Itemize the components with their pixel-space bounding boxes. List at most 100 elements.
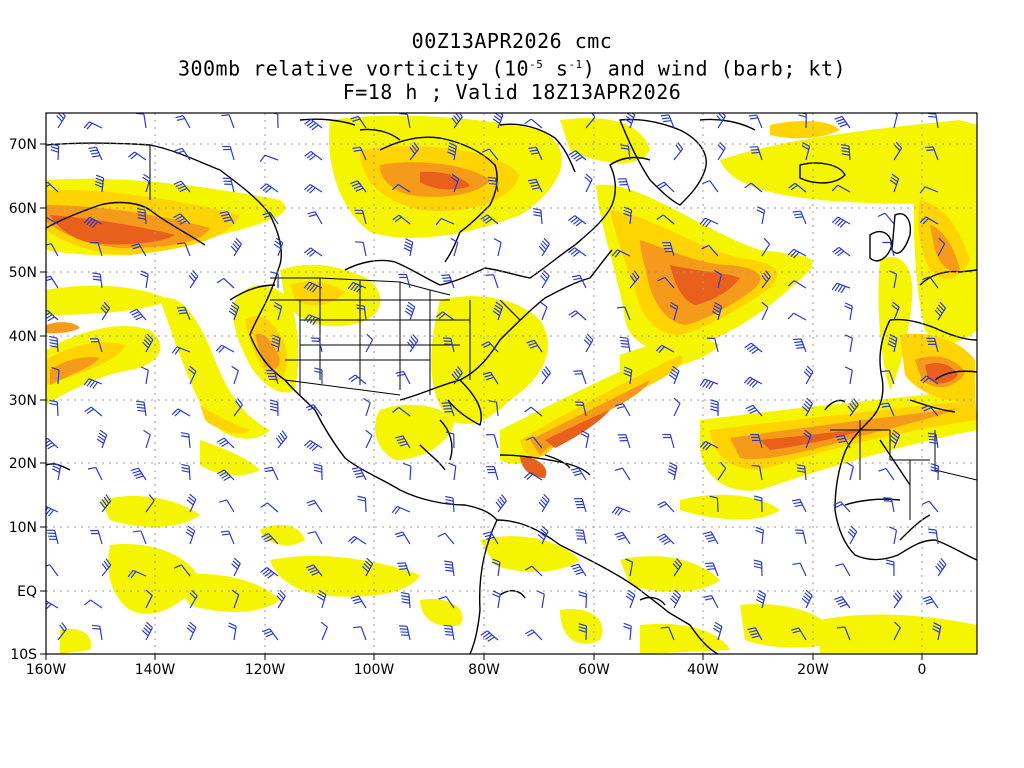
wind-barb bbox=[409, 142, 420, 161]
wind-barb bbox=[448, 462, 457, 481]
wind-barb bbox=[260, 183, 279, 193]
wind-barb bbox=[620, 144, 631, 161]
wind-barb bbox=[49, 399, 59, 417]
wind-barb bbox=[523, 471, 543, 481]
wind-barb bbox=[56, 113, 66, 129]
wind-barb bbox=[88, 146, 103, 161]
wind-barb bbox=[889, 270, 898, 289]
wind-barb bbox=[176, 306, 191, 321]
wind-barb bbox=[761, 301, 769, 321]
wind-barb bbox=[83, 378, 103, 389]
wind-barb bbox=[94, 174, 105, 193]
wind-barb bbox=[101, 558, 112, 577]
wind-barb bbox=[173, 180, 191, 193]
wind-barb bbox=[571, 274, 587, 289]
wind-barb bbox=[585, 113, 596, 129]
wind-barb bbox=[524, 565, 543, 577]
wind-barb bbox=[495, 494, 507, 513]
wind-barb bbox=[264, 466, 279, 481]
wind-barb bbox=[790, 627, 807, 641]
lon-label: 0 bbox=[918, 662, 927, 678]
wind-barb bbox=[717, 461, 727, 481]
lat-label: 60N bbox=[9, 201, 37, 217]
lat-label: 20N bbox=[9, 456, 37, 472]
chart-title-line3: F=18 h ; Valid 18Z13APR2026 bbox=[342, 79, 682, 104]
wind-barb bbox=[893, 113, 898, 129]
wind-barb bbox=[96, 429, 108, 449]
wind-barb bbox=[847, 525, 858, 545]
wind-barb bbox=[189, 589, 198, 609]
wind-barb bbox=[445, 431, 455, 449]
wind-barb bbox=[403, 238, 414, 257]
lat-label: 70N bbox=[9, 137, 37, 153]
wind-barb bbox=[436, 311, 455, 321]
wind-barb bbox=[231, 365, 239, 385]
vorticity-shading bbox=[46, 115, 977, 654]
wind-barb bbox=[305, 564, 323, 577]
wind-barb bbox=[713, 621, 723, 641]
wind-barb bbox=[844, 334, 853, 353]
wind-barb bbox=[444, 560, 455, 577]
wind-barb bbox=[130, 467, 147, 481]
wind-barb bbox=[673, 142, 684, 161]
wind-barb bbox=[574, 401, 587, 417]
wind-barb bbox=[488, 400, 499, 417]
wind-barb bbox=[527, 178, 543, 193]
wind-barb bbox=[934, 301, 946, 321]
wind-barb bbox=[356, 304, 367, 321]
wind-barb bbox=[314, 367, 323, 385]
wind-barb bbox=[181, 463, 191, 481]
wind-barb bbox=[304, 150, 323, 161]
wind-barb bbox=[835, 434, 851, 449]
plot-frame bbox=[45, 112, 978, 655]
wind-barb bbox=[580, 430, 590, 449]
wind-barb bbox=[271, 334, 281, 353]
wind-barb bbox=[847, 398, 859, 417]
wind-barb bbox=[438, 595, 455, 609]
wind-barb bbox=[919, 186, 939, 194]
wind-barb bbox=[801, 141, 811, 161]
wind-barb bbox=[743, 376, 763, 388]
wind-barb bbox=[451, 366, 463, 385]
wind-barb bbox=[657, 276, 675, 289]
wind-barb bbox=[348, 374, 367, 385]
wind-barb bbox=[701, 244, 719, 257]
wind-barb bbox=[307, 531, 323, 545]
wind-barb bbox=[392, 214, 411, 225]
wind-barb bbox=[91, 624, 103, 641]
wind-barb bbox=[451, 113, 463, 129]
wind-barb bbox=[892, 590, 903, 609]
wind-barb bbox=[216, 437, 235, 449]
wind-barb bbox=[761, 270, 771, 289]
wind-barb bbox=[260, 502, 279, 513]
wind-barb bbox=[831, 216, 851, 228]
wind-barb bbox=[525, 629, 543, 641]
wind-barb bbox=[222, 145, 235, 161]
wind-barb bbox=[398, 273, 411, 289]
wind-barb bbox=[83, 121, 103, 130]
wind-barb bbox=[709, 495, 719, 513]
wind-barb bbox=[660, 114, 675, 129]
wind-barb bbox=[833, 501, 851, 513]
wind-barb bbox=[394, 531, 411, 545]
wind-barb bbox=[748, 114, 763, 129]
wind-barb bbox=[450, 237, 459, 257]
lat-label: 10N bbox=[9, 520, 37, 536]
wind-barb bbox=[273, 237, 284, 257]
wind-barb bbox=[796, 464, 807, 481]
wind-barb bbox=[573, 370, 587, 385]
wind-barb bbox=[180, 432, 191, 449]
wind-barb bbox=[747, 627, 763, 641]
wind-barb bbox=[87, 466, 103, 481]
lat-label: 10S bbox=[10, 647, 37, 663]
wind-barb bbox=[787, 312, 807, 321]
wind-barb bbox=[662, 433, 675, 449]
wind-barb bbox=[142, 173, 151, 193]
wind-barb bbox=[656, 533, 675, 546]
wind-barb bbox=[275, 430, 288, 449]
wind-barb bbox=[536, 590, 545, 609]
chart-title-line1: 00Z13APR2026 cmc bbox=[411, 29, 613, 53]
wind-barb bbox=[846, 462, 854, 481]
lon-label: 60W bbox=[578, 662, 610, 678]
wind-barb bbox=[878, 467, 895, 481]
